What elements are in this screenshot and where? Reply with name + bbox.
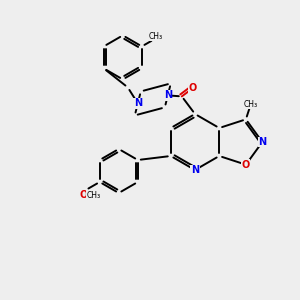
Text: O: O: [189, 83, 197, 93]
Text: CH₃: CH₃: [87, 190, 101, 200]
Text: N: N: [258, 137, 266, 147]
Text: O: O: [80, 190, 88, 200]
Text: CH₃: CH₃: [149, 32, 163, 41]
Text: CH₃: CH₃: [244, 100, 258, 109]
Text: O: O: [242, 160, 250, 170]
Text: N: N: [164, 90, 172, 100]
Text: N: N: [191, 165, 199, 175]
Text: N: N: [134, 98, 142, 108]
